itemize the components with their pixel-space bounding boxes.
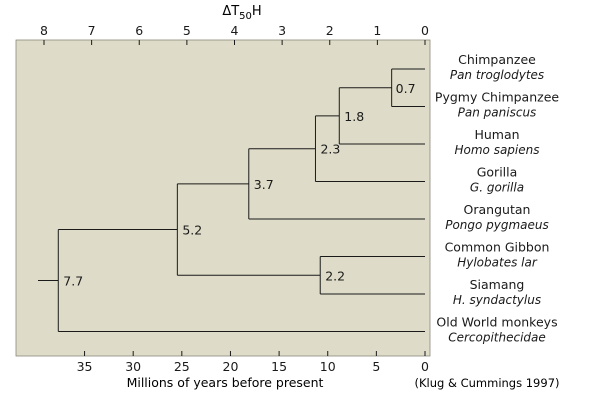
- bottom-tick-label: 35: [77, 359, 93, 374]
- bottom-tick-label: 30: [125, 359, 141, 374]
- node-label-0-7: 0.7: [396, 81, 416, 96]
- node-label-5-2: 5.2: [182, 223, 202, 238]
- bottom-axis-ticks: 35 30 25 20 15 10 5 0: [77, 351, 429, 374]
- bottom-tick-label: 5: [372, 359, 380, 374]
- bottom-axis-title: Millions of years before present: [127, 375, 324, 390]
- bottom-tick-label: 10: [320, 359, 336, 374]
- top-tick-label: 2: [326, 23, 334, 38]
- node-label-1-8: 1.8: [344, 109, 364, 124]
- top-tick-label: 0: [421, 23, 429, 38]
- node-label-2-2: 2.2: [325, 268, 345, 283]
- top-tick-label: 8: [40, 23, 48, 38]
- species-common-name: Orangutan: [464, 202, 531, 217]
- species-latin-name: Pan troglodytes: [450, 68, 544, 82]
- bottom-tick-label: 15: [271, 359, 287, 374]
- bottom-tick-label: 25: [174, 359, 190, 374]
- node-label-7-7: 7.7: [63, 274, 83, 289]
- species-latin-name: Pongo pygmaeus: [445, 218, 549, 232]
- plot-background: [15, 39, 431, 357]
- top-tick-label: 3: [278, 23, 286, 38]
- species-common-name: Old World monkeys: [436, 315, 557, 330]
- node-labels: 0.7 1.8 2.3 3.7 2.2 5.2 7.7: [63, 81, 415, 289]
- top-tick-label: 1: [373, 23, 381, 38]
- node-label-3-7: 3.7: [254, 177, 274, 192]
- species-common-name: Common Gibbon: [445, 240, 550, 255]
- species-common-name: Siamang: [470, 277, 525, 292]
- node-label-2-3: 2.3: [320, 142, 340, 157]
- top-axis-ticks: 8 7 6 5 4 3 2 1 0: [40, 23, 429, 45]
- tree-branches: [38, 68, 425, 332]
- top-tick-label: 7: [88, 23, 96, 38]
- species-common-name: Gorilla: [477, 165, 518, 180]
- species-latin-name: G. gorilla: [470, 181, 524, 195]
- species-latin-name: H. syndactylus: [453, 293, 541, 307]
- species-latin-name: Homo sapiens: [454, 143, 539, 157]
- bottom-tick-label: 20: [223, 359, 239, 374]
- top-axis-title: ΔT50H: [222, 4, 261, 22]
- species-latin-name: Hylobates lar: [457, 256, 538, 270]
- top-tick-label: 6: [135, 23, 143, 38]
- source-credit: (Klug & Cummings 1997): [415, 376, 560, 390]
- top-tick-label: 4: [231, 23, 239, 38]
- top-tick-label: 5: [183, 23, 191, 38]
- bottom-tick-label: 0: [421, 359, 429, 374]
- species-common-name: Human: [474, 127, 519, 142]
- species-latin-name: Pan paniscus: [458, 106, 537, 120]
- species-common-name: Pygmy Chimpanzee: [435, 90, 559, 105]
- species-common-name: Chimpanzee: [458, 52, 536, 67]
- species-latin-name: Cercopithecidae: [448, 331, 546, 345]
